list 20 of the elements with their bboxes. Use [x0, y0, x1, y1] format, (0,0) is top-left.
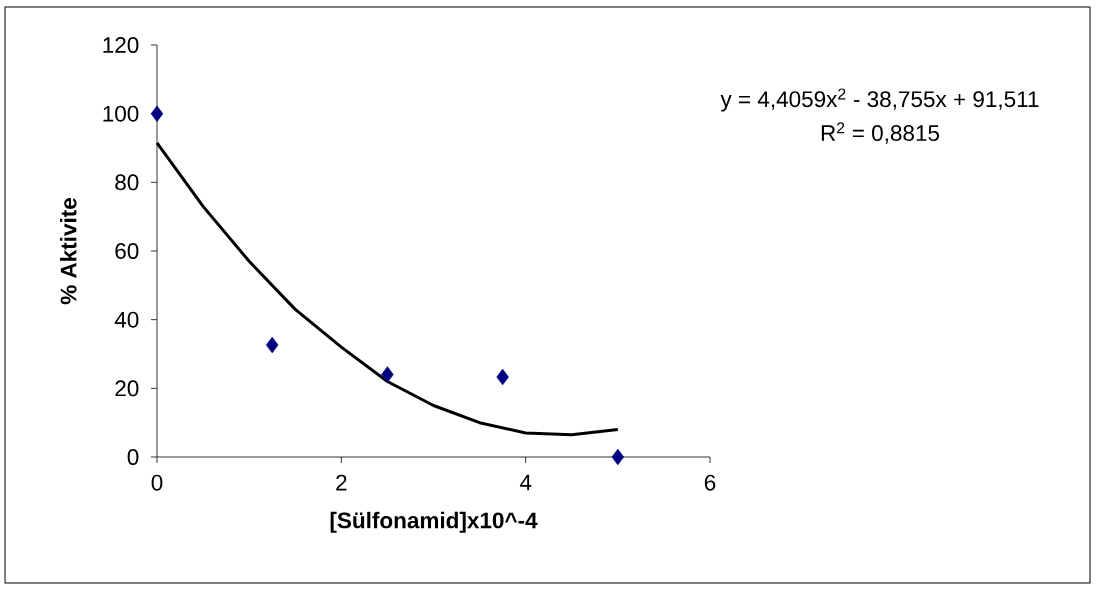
y-tick-label: 20 — [115, 380, 139, 397]
y-tick-label: 0 — [127, 449, 139, 465]
y-tick-label: 100 — [103, 105, 139, 122]
text: R$^{2}$ = 0,8815 — [821, 122, 940, 144]
point — [150, 105, 164, 122]
point — [496, 368, 509, 386]
x-axis-title: [Sülfonamid]x10^-4 — [330, 511, 538, 533]
point — [381, 366, 394, 383]
y-tick-label: 40 — [114, 311, 139, 328]
y-axis-title: % Aktivite — [60, 198, 77, 305]
x-tick-label: 0 — [151, 474, 163, 491]
x-tick-label: 4 — [519, 474, 532, 491]
point — [611, 448, 625, 466]
point — [266, 336, 279, 354]
y-tick-label: 80 — [115, 174, 139, 191]
text: y = 4,4059x$^{2}$ - 38,755x + 91,511 — [720, 88, 1039, 112]
y-tick-label: 120 — [103, 37, 139, 53]
x-tick-label: 2 — [336, 474, 347, 491]
y-tick-label: 60 — [115, 243, 139, 259]
x-tick-label: 6 — [704, 474, 716, 491]
